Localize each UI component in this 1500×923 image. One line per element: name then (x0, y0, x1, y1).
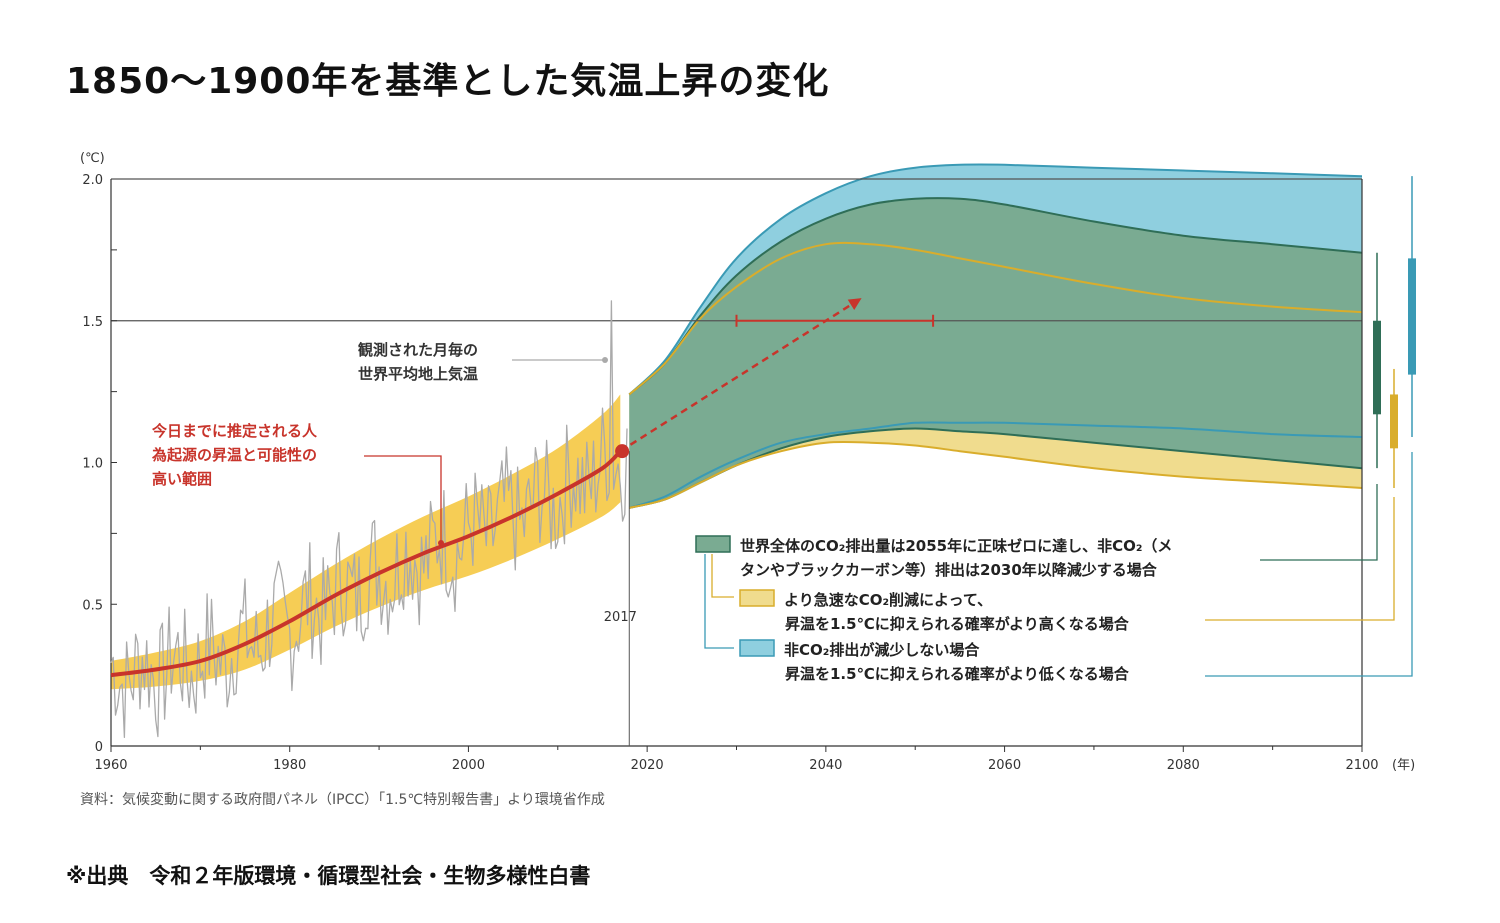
estimated-warming-line (110, 449, 622, 678)
y-tick-label: 2.0 (82, 173, 103, 188)
y-tick-label: 1.5 (82, 315, 103, 330)
legend-label-green: 世界全体のCO₂排出量は2055年に正味ゼロに達し、非CO₂（メ (740, 537, 1172, 555)
x-tick-label: 2040 (809, 758, 842, 773)
estimated-annotation-line: 為起源の昇温と可能性の (151, 446, 317, 464)
estimated-range-band (111, 394, 621, 690)
x-tick-label: 2020 (631, 758, 664, 773)
x-unit-label: (年) (1392, 758, 1415, 773)
observed-annotation-line: 観測された月毎の (358, 341, 478, 359)
scenario-upper-edge-blue (628, 163, 1363, 396)
range-2100-box-blue (1408, 258, 1416, 375)
scenario-upper-edge-green (628, 197, 1363, 396)
y-tick-label: 0 (95, 740, 103, 755)
source-note: 資料：気候変動に関する政府間パネル（IPCC）「1.5℃特別報告書」より環境省作… (80, 792, 605, 808)
scenario-band-green (629, 198, 1362, 508)
range-2100-box-yellow (1390, 394, 1398, 449)
legend-swatch-green (695, 535, 731, 553)
x-tick-label: 1960 (94, 758, 127, 773)
estimated-annotation-leader (364, 455, 442, 543)
x-tick-label: 1980 (273, 758, 306, 773)
projection-arrow-head (847, 298, 862, 310)
legend-swatch-yellow (739, 589, 775, 607)
legend-link-blue (1205, 452, 1413, 677)
legend-label-blue: 非CO₂排出が減少しない場合 (784, 641, 980, 659)
scenario-upper-edge-yellow (628, 241, 1363, 396)
range-2100-box-green (1373, 320, 1381, 415)
x-tick-label: 2060 (988, 758, 1021, 773)
y-unit-label: (℃) (80, 151, 105, 166)
x-tick-label: 2100 (1345, 758, 1378, 773)
legend-link-green (1260, 484, 1378, 561)
citation: ※出典 令和２年版環境・循環型社会・生物多様性白書 (66, 864, 591, 888)
observed-annotation-line: 世界平均地上気温 (358, 365, 478, 383)
observed-monthly-line (110, 300, 628, 738)
legend-label-yellow: 昇温を1.5℃に抑えられる確率がより高くなる場合 (785, 615, 1130, 633)
legend-label-blue: 昇温を1.5℃に抑えられる確率がより低くなる場合 (785, 665, 1130, 683)
legend-connector-yellow (711, 554, 734, 598)
x-tick-label: 2080 (1167, 758, 1200, 773)
estimated-annotation-dot (438, 540, 444, 546)
scenario-lower-edge-blue (628, 421, 1363, 509)
estimated-annotation-line: 高い範囲 (152, 470, 212, 488)
legend-label-green: タンやブラックカーボン等）排出は2030年以降減少する場合 (740, 561, 1158, 579)
page-title: 1850〜1900年を基準とした気温上昇の変化 (66, 61, 830, 102)
y-tick-label: 1.0 (82, 457, 103, 472)
estimated-annotation-line: 今日までに推定される人 (151, 422, 318, 440)
legend-link-yellow (1205, 497, 1395, 621)
scenario-lower-edge-yellow (629, 440, 1363, 509)
observed-annotation-dot (602, 357, 608, 363)
marker-2017-label: 2017 (604, 610, 637, 625)
y-tick-label: 0.5 (82, 598, 103, 613)
legend-label-yellow: より急速なCO₂削減によって、 (784, 591, 992, 609)
legend-swatch-blue (739, 639, 775, 657)
x-tick-label: 2000 (452, 758, 485, 773)
legend-connector-blue (704, 554, 734, 649)
